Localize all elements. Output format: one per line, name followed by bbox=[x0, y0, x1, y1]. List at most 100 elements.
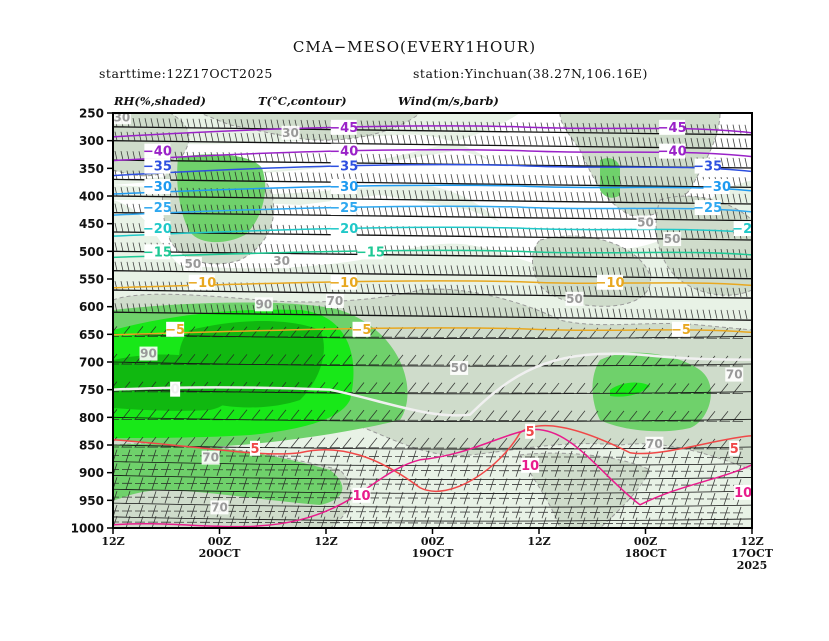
temperature-labels: −45 −45−40 −40 −40−35 −35 −35−30 −30 −30−25 −25−… bbox=[143, 119, 761, 504]
y-tick-label: 600 bbox=[79, 300, 104, 314]
rh-label-bg bbox=[325, 294, 344, 309]
rh-region-70-80 bbox=[113, 443, 343, 505]
y-tick-label: 950 bbox=[79, 494, 104, 508]
temperature-label-bg bbox=[659, 119, 686, 135]
rh-label-bg bbox=[663, 232, 682, 247]
y-tick-label: 550 bbox=[79, 273, 104, 287]
legend-rh: RH(%,shaded) bbox=[114, 94, 206, 108]
x-tick-label: 20OCT bbox=[199, 547, 242, 560]
temperature-label: −10 bbox=[329, 276, 358, 291]
y-tick-label: 450 bbox=[79, 217, 104, 231]
temperature-label: −20 bbox=[732, 222, 761, 237]
barb-row bbox=[113, 409, 752, 422]
temperature-label: −30 bbox=[702, 180, 731, 195]
y-tick-label: 300 bbox=[79, 134, 104, 148]
x-tick-label: 19OCT bbox=[412, 547, 455, 560]
temperature-label-bg bbox=[734, 484, 752, 500]
temperature-label: −35 bbox=[143, 160, 172, 175]
x-tick-label: 12Z bbox=[101, 535, 124, 548]
temperature-contours bbox=[113, 125, 752, 528]
rh-label-bg bbox=[201, 450, 220, 465]
temperature-label: −25 bbox=[329, 201, 358, 216]
rh-label-bg bbox=[272, 254, 291, 269]
rh-region-70-80 bbox=[177, 154, 266, 243]
legend-temperature: T(°C,contour) bbox=[258, 94, 347, 108]
wind-barb-glyphs bbox=[114, 303, 748, 320]
temperature-label: 10 bbox=[521, 459, 539, 474]
y-tick-label: 500 bbox=[79, 245, 104, 259]
temperature-label-bg bbox=[170, 381, 181, 397]
temperature-label-bg bbox=[330, 143, 357, 159]
temperature-contour-line bbox=[113, 249, 752, 259]
rh-label: 50 bbox=[637, 215, 654, 229]
temperature-label: −40 bbox=[143, 145, 172, 160]
rh-label-bg bbox=[139, 346, 158, 361]
rh-label-bg bbox=[183, 256, 202, 271]
rh-label: 30 bbox=[273, 254, 290, 268]
temperature-label-bg bbox=[330, 119, 357, 135]
x-tick-label: 18OCT bbox=[625, 547, 668, 560]
temperature-label-bg bbox=[659, 143, 686, 159]
temperature-label: −45 bbox=[658, 121, 687, 136]
temperature-label: −30 bbox=[329, 180, 358, 195]
barb-staff-line bbox=[113, 488, 752, 494]
rh-label-bg bbox=[450, 360, 469, 375]
temperature-label-bg bbox=[525, 423, 536, 439]
temperature-contour-line bbox=[113, 205, 752, 216]
barb-row bbox=[113, 477, 752, 494]
x-tick-label: 00Z bbox=[421, 535, 444, 548]
wind-barb-glyphs bbox=[113, 477, 743, 492]
barb-staff-line bbox=[113, 502, 752, 508]
y-tick-label: 900 bbox=[79, 466, 104, 480]
temperature-label: −15 bbox=[356, 245, 385, 260]
temperature-label-bg bbox=[352, 487, 371, 503]
temperature-label-bg bbox=[330, 158, 357, 174]
temperature-label-bg bbox=[188, 274, 215, 290]
station-label: station:Yinchuan(38.27N,106.16E) bbox=[413, 66, 648, 81]
temperature-label: 10 bbox=[352, 489, 370, 504]
temperature-label: −35 bbox=[329, 160, 358, 175]
rh-label: 90 bbox=[256, 297, 273, 311]
rh-label: 50 bbox=[185, 257, 202, 271]
barb-staff-line bbox=[113, 516, 752, 522]
temperature-label: 5 bbox=[730, 442, 739, 457]
temperature-label-bg bbox=[694, 200, 721, 216]
temperature-contour-line bbox=[113, 424, 752, 493]
temperature-label-bg bbox=[733, 221, 752, 237]
wind-barb-glyphs bbox=[113, 515, 743, 528]
temperature-contour-line bbox=[113, 163, 752, 177]
temperature-label-bg bbox=[144, 158, 171, 174]
temperature-contour-line bbox=[113, 327, 752, 336]
y-tick-label: 250 bbox=[79, 107, 104, 121]
rh-label: 70 bbox=[327, 294, 344, 308]
temperature-label: −10 bbox=[187, 276, 216, 291]
temperature-label: −25 bbox=[143, 201, 172, 216]
temperature-label: 5 bbox=[526, 425, 535, 440]
temperature-label: −10 bbox=[596, 276, 625, 291]
temperature-label-bg bbox=[729, 440, 740, 456]
temperature-label: −40 bbox=[658, 145, 687, 160]
rh-label-bg bbox=[565, 291, 584, 306]
rh-label: 50 bbox=[664, 232, 681, 246]
rh-label-bg bbox=[254, 297, 273, 312]
temperature-label-bg bbox=[672, 321, 690, 337]
temperature-label: −20 bbox=[329, 222, 358, 237]
x-tick-label: 17OCT bbox=[731, 547, 774, 560]
rh-region-50-70 bbox=[519, 452, 651, 528]
rh-label: 30 bbox=[114, 110, 131, 124]
rh-label: 50 bbox=[566, 292, 583, 306]
y-tick-label: 1000 bbox=[71, 522, 104, 536]
x-tick-label: 12Z bbox=[740, 535, 763, 548]
temperature-contour-line bbox=[113, 280, 752, 289]
temperature-label: −40 bbox=[329, 145, 358, 160]
temperature-label-bg bbox=[352, 321, 371, 337]
temperature-label: −45 bbox=[329, 121, 358, 136]
rh-label-bg bbox=[645, 436, 664, 451]
temperature-label-bg bbox=[144, 200, 171, 216]
y-tick-label: 400 bbox=[79, 190, 104, 204]
temperature-label: −5 bbox=[352, 323, 372, 338]
rh-label: 90 bbox=[140, 347, 157, 361]
